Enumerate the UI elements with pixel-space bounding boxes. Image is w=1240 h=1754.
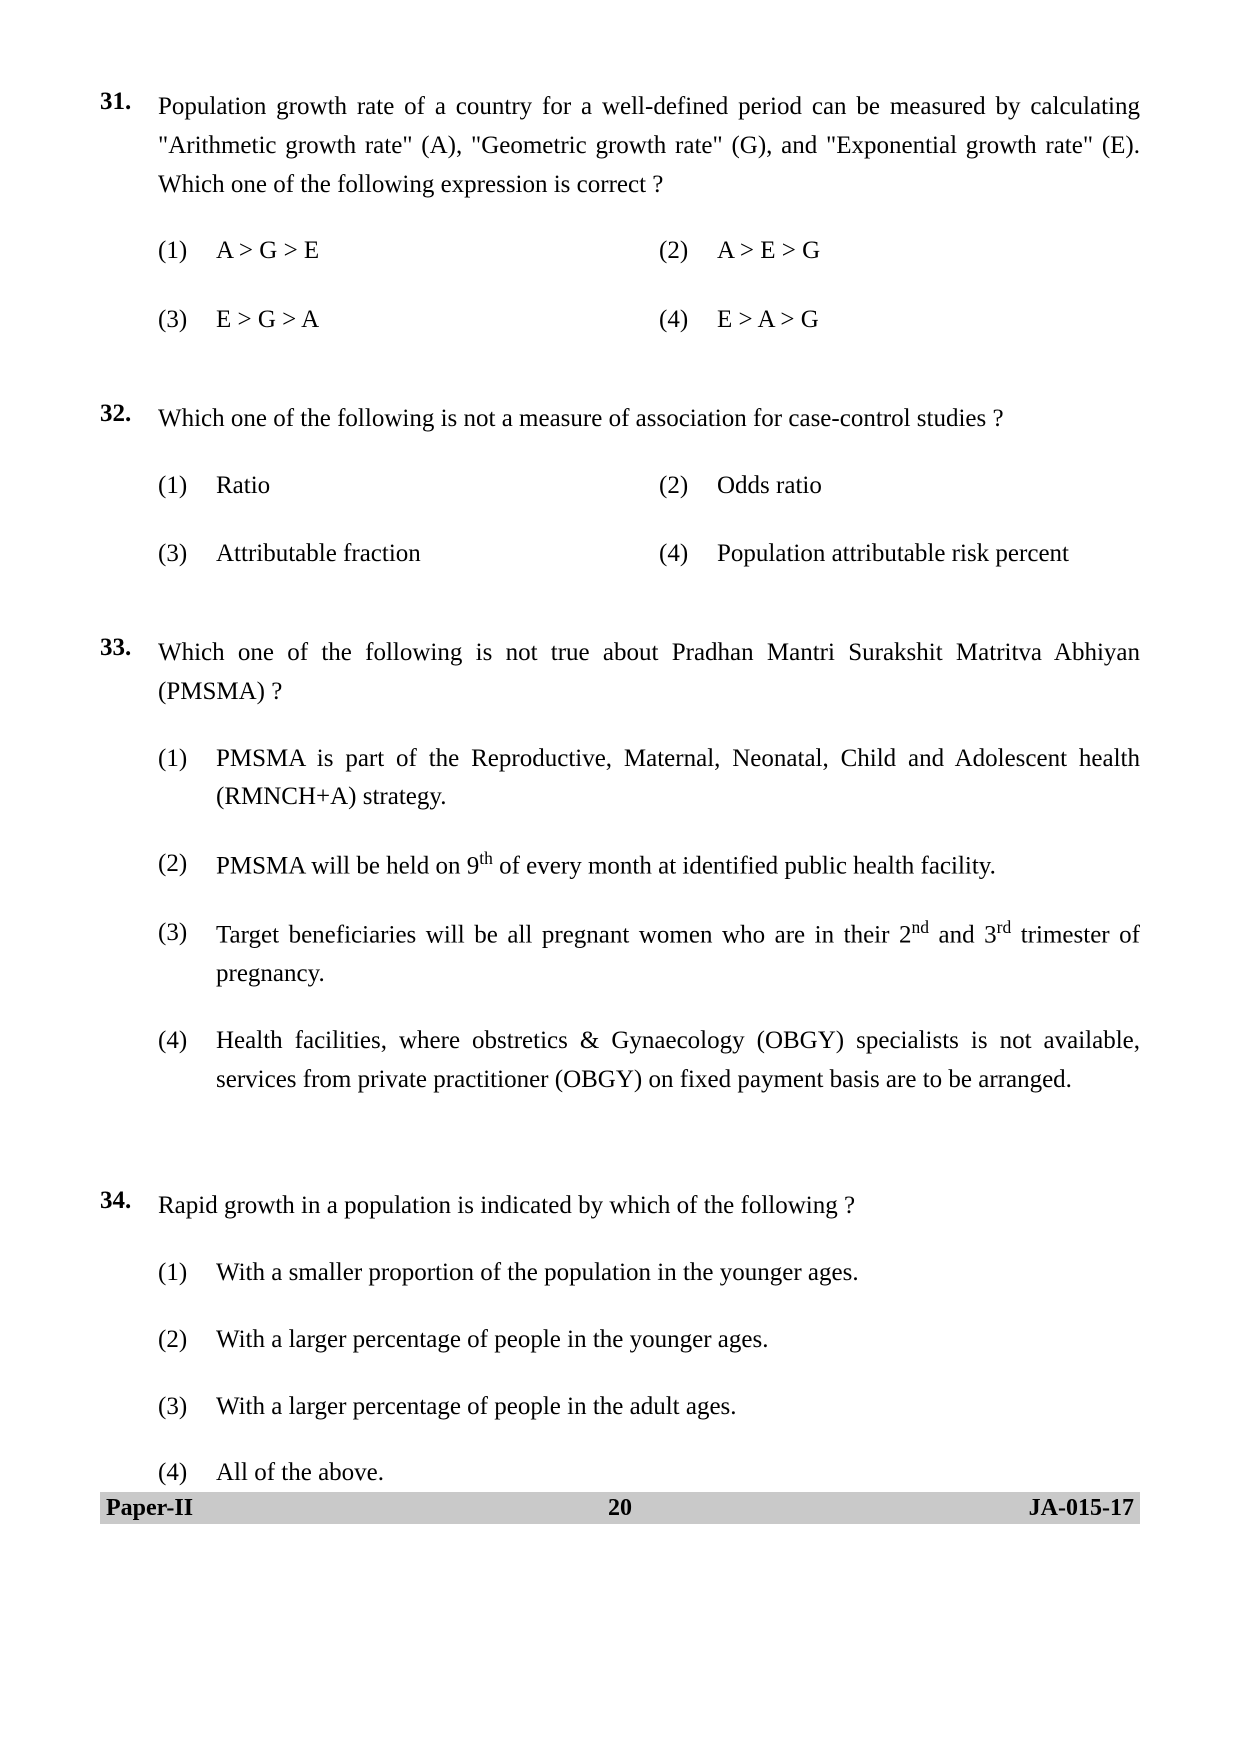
question-text: Which one of the following is not true a… (158, 634, 1140, 712)
options-grid: (1) Ratio (2) Odds ratio (3) Attributabl… (158, 467, 1140, 575)
question-body: Population growth rate of a country for … (158, 88, 1140, 340)
option-1: (1) PMSMA is part of the Reproductive, M… (158, 740, 1140, 818)
options-list: (1) With a smaller proportion of the pop… (158, 1254, 1140, 1493)
option-text: With a smaller proportion of the populat… (216, 1254, 1140, 1293)
page-footer: Paper-II 20 JA-015-17 (100, 1492, 1140, 1524)
option-3: (3) E > G > A (158, 301, 639, 340)
question-number: 33. (100, 634, 158, 662)
option-text: A > E > G (717, 232, 1140, 271)
option-1: (1) A > G > E (158, 232, 639, 271)
options-list: (1) PMSMA is part of the Reproductive, M… (158, 740, 1140, 1100)
option-1: (1) Ratio (158, 467, 639, 506)
option-text: PMSMA will be held on 9th of every month… (216, 845, 1140, 886)
page-content: 31. Population growth rate of a country … (0, 0, 1240, 1493)
option-text: Population attributable risk percent (717, 535, 1140, 574)
option-num: (4) (158, 1454, 216, 1493)
option-num: (3) (158, 1388, 216, 1427)
question-34: 34. Rapid growth in a population is indi… (100, 1187, 1140, 1493)
option-num: (1) (158, 1254, 216, 1293)
options-grid: (1) A > G > E (2) A > E > G (3) E > G > … (158, 232, 1140, 340)
option-num: (4) (659, 535, 717, 574)
question-32: 32. Which one of the following is not a … (100, 400, 1140, 574)
option-text: Health facilities, where obstretics & Gy… (216, 1022, 1140, 1100)
question-body: Which one of the following is not a meas… (158, 400, 1140, 574)
question-text: Population growth rate of a country for … (158, 88, 1140, 204)
option-text: With a larger percentage of people in th… (216, 1321, 1140, 1360)
option-2: (2) A > E > G (659, 232, 1140, 271)
option-num: (1) (158, 740, 216, 779)
question-text: Which one of the following is not a meas… (158, 400, 1140, 439)
option-4: (4) E > A > G (659, 301, 1140, 340)
option-text: All of the above. (216, 1454, 1140, 1493)
option-3: (3) With a larger percentage of people i… (158, 1388, 1140, 1427)
option-2: (2) Odds ratio (659, 467, 1140, 506)
question-number: 31. (100, 88, 158, 116)
question-number: 32. (100, 400, 158, 428)
option-num: (3) (158, 301, 216, 340)
question-body: Which one of the following is not true a… (158, 634, 1140, 1127)
option-num: (2) (659, 467, 717, 506)
option-2: (2) With a larger percentage of people i… (158, 1321, 1140, 1360)
option-4: (4) All of the above. (158, 1454, 1140, 1493)
option-num: (3) (158, 914, 216, 953)
option-2: (2) PMSMA will be held on 9th of every m… (158, 845, 1140, 886)
option-num: (4) (158, 1022, 216, 1061)
option-text: Odds ratio (717, 467, 1140, 506)
footer-left: Paper-II (106, 1495, 193, 1522)
option-num: (2) (158, 845, 216, 884)
option-num: (2) (158, 1321, 216, 1360)
question-33: 33. Which one of the following is not tr… (100, 634, 1140, 1127)
option-text: Target beneficiaries will be all pregnan… (216, 914, 1140, 994)
option-num: (3) (158, 535, 216, 574)
option-text: With a larger percentage of people in th… (216, 1388, 1140, 1427)
option-4: (4) Population attributable risk percent (659, 535, 1140, 574)
option-text: PMSMA is part of the Reproductive, Mater… (216, 740, 1140, 818)
option-3: (3) Target beneficiaries will be all pre… (158, 914, 1140, 994)
option-num: (1) (158, 232, 216, 271)
footer-center: 20 (608, 1495, 632, 1522)
option-text: A > G > E (216, 232, 639, 271)
option-text: E > G > A (216, 301, 639, 340)
question-text: Rapid growth in a population is indicate… (158, 1187, 1140, 1226)
option-num: (4) (659, 301, 717, 340)
option-1: (1) With a smaller proportion of the pop… (158, 1254, 1140, 1293)
footer-right: JA-015-17 (1029, 1495, 1134, 1522)
question-body: Rapid growth in a population is indicate… (158, 1187, 1140, 1493)
option-text: E > A > G (717, 301, 1140, 340)
question-31: 31. Population growth rate of a country … (100, 88, 1140, 340)
option-num: (2) (659, 232, 717, 271)
option-text: Attributable fraction (216, 535, 639, 574)
question-number: 34. (100, 1187, 158, 1215)
option-3: (3) Attributable fraction (158, 535, 639, 574)
option-text: Ratio (216, 467, 639, 506)
option-num: (1) (158, 467, 216, 506)
option-4: (4) Health facilities, where obstretics … (158, 1022, 1140, 1100)
